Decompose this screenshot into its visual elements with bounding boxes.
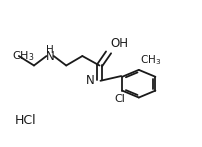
Text: H: H [46,45,54,55]
Text: N: N [85,74,94,87]
Text: Cl: Cl [114,94,125,104]
Text: CH$_3$: CH$_3$ [139,53,160,67]
Text: OH: OH [110,37,128,50]
Text: N: N [45,50,54,62]
Text: HCl: HCl [15,114,36,127]
Text: CH$_3$: CH$_3$ [12,49,34,63]
